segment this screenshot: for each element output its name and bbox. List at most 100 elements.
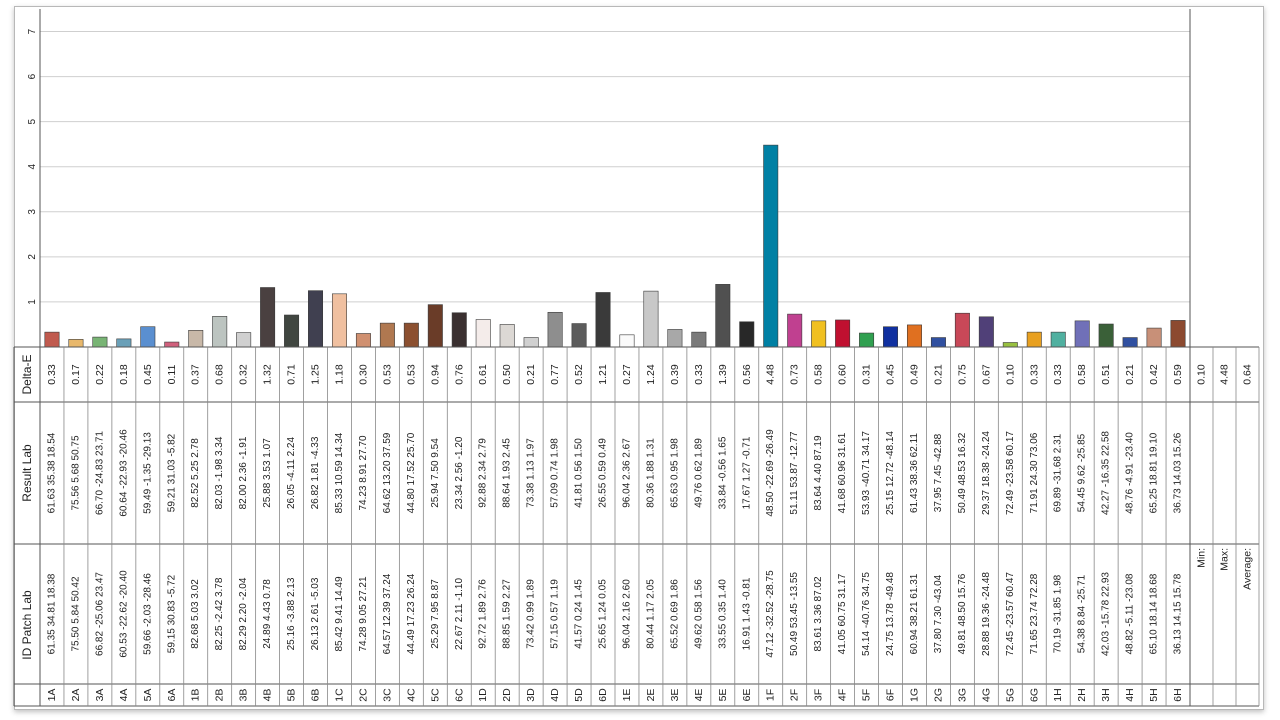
patch-lab-cell: 25.29 7.95 8.87 xyxy=(430,579,441,649)
patch-id-cell: 3C xyxy=(381,688,393,702)
bar xyxy=(954,312,970,348)
bar xyxy=(68,339,84,348)
result-lab-cell: 41.81 0.56 1.50 xyxy=(574,438,585,508)
bar xyxy=(1026,331,1042,348)
patch-lab-cell: 24.89 4.43 0.78 xyxy=(262,579,273,649)
result-lab-cell: 61.43 38.36 62.11 xyxy=(909,433,920,513)
delta-e-cell: 0.58 xyxy=(1076,364,1088,385)
patch-lab-cell: 48.82 -5.11 -23.08 xyxy=(1125,573,1136,654)
result-lab-cell: 61.63 35.38 18.54 xyxy=(46,432,57,513)
patch-id-cell: 1C xyxy=(333,688,345,702)
result-lab-cell: 42.27 -16.35 22.58 xyxy=(1101,431,1112,515)
result-lab-cell: 54.45 9.62 -25.85 xyxy=(1077,433,1088,512)
patch-id-cell: 3A xyxy=(94,689,106,702)
result-lab-cell: 59.49 -1.35 -29.13 xyxy=(142,432,153,514)
patch-id-cell: 2A xyxy=(70,689,82,702)
y-tick-label: 6 xyxy=(27,73,38,79)
y-tick-label: 7 xyxy=(27,28,38,34)
summary-label: Min: xyxy=(1196,548,1208,568)
patch-lab-cell: 25.16 -3.88 2.13 xyxy=(286,577,297,650)
result-lab-cell: 49.76 0.62 1.89 xyxy=(693,438,704,508)
patch-lab-cell: 44.49 17.23 26.24 xyxy=(406,573,417,654)
bar xyxy=(308,290,324,348)
result-lab-cell: 25.15 12.72 -48.14 xyxy=(885,431,896,515)
result-lab-cell: 82.00 2.36 -1.91 xyxy=(238,436,249,509)
patch-id-cell: 2G xyxy=(932,688,944,702)
delta-e-cell: 0.76 xyxy=(453,364,465,385)
result-lab-cell: 59.21 31.03 -5.82 xyxy=(166,433,177,512)
bar xyxy=(715,284,731,348)
patch-lab-cell: 54.38 8.84 -25.71 xyxy=(1077,574,1088,653)
delta-e-cell: 1.18 xyxy=(333,364,345,385)
bar xyxy=(571,323,587,348)
result-lab-cell: 83.64 4.40 87.19 xyxy=(813,435,824,511)
patch-lab-cell: 70.19 -31.85 1.98 xyxy=(1053,574,1064,653)
delta-e-cell: 1.39 xyxy=(717,364,729,385)
result-lab-cell: 17.67 1.27 -0.71 xyxy=(741,436,752,509)
bar xyxy=(475,319,491,348)
patch-lab-cell: 57.15 0.57 1.19 xyxy=(550,579,561,649)
delta-e-cell: 0.75 xyxy=(956,364,968,385)
bar xyxy=(427,304,443,348)
result-lab-cell: 26.82 1.81 -4.33 xyxy=(310,436,321,509)
bar xyxy=(236,332,252,348)
result-lab-cell: 60.64 -22.93 -20.46 xyxy=(118,429,129,517)
patch-id-cell: 3H xyxy=(1100,688,1112,701)
patch-id-cell: 1E xyxy=(621,689,633,702)
patch-lab-cell: 28.88 19.36 -24.48 xyxy=(981,572,992,656)
delta-e-cell: 0.73 xyxy=(789,364,801,385)
patch-id-cell: 4F xyxy=(837,689,849,701)
patch-id-cell: 4A xyxy=(118,689,130,702)
bar xyxy=(403,322,419,348)
result-lab-cell: 57.09 0.74 1.98 xyxy=(550,438,561,508)
bar xyxy=(763,144,779,348)
delta-e-cell: 0.56 xyxy=(741,364,753,385)
bar xyxy=(787,313,803,348)
bar xyxy=(547,311,563,348)
delta-e-cell: 0.45 xyxy=(885,364,897,385)
patch-id-cell: 5G xyxy=(1004,688,1016,702)
patch-id-cell: 5D xyxy=(573,688,585,702)
bar xyxy=(1122,337,1138,348)
bar xyxy=(978,316,994,348)
delta-e-cell: 0.49 xyxy=(908,364,920,385)
delta-e-cell: 0.60 xyxy=(837,364,849,385)
result-lab-cell: 66.70 -24.83 23.71 xyxy=(94,431,105,515)
patch-lab-cell: 60.94 38.21 61.31 xyxy=(909,573,920,654)
delta-e-cell: 0.33 xyxy=(1028,364,1040,385)
patch-id-cell: 3D xyxy=(525,688,537,702)
patch-id-cell: 2B xyxy=(214,689,226,702)
result-lab-cell: 37.95 7.45 -42.88 xyxy=(933,433,944,512)
patch-id-cell: 6G xyxy=(1028,688,1040,702)
result-lab-cell: 23.34 2.56 -1.20 xyxy=(454,436,465,509)
summary-value: 4.48 xyxy=(1219,364,1231,385)
patch-lab-cell: 66.82 -25.06 23.47 xyxy=(94,572,105,656)
delta-e-cell: 0.39 xyxy=(669,364,681,385)
bar xyxy=(44,331,60,348)
result-lab-cell: 71.91 24.30 73.06 xyxy=(1029,432,1040,513)
result-lab-cell: 29.37 18.38 -24.24 xyxy=(981,431,992,515)
result-lab-cell: 82.52 5.25 2.78 xyxy=(190,438,201,508)
patch-lab-cell: 61.35 34.81 18.38 xyxy=(46,573,57,654)
delta-e-cell: 0.33 xyxy=(46,364,58,385)
result-lab-cell: 73.38 1.13 1.97 xyxy=(526,438,537,508)
result-lab-cell: 25.94 7.50 9.54 xyxy=(430,438,441,508)
delta-e-cell: 0.51 xyxy=(1100,364,1112,385)
patch-id-cell: 2D xyxy=(501,688,513,702)
patch-lab-cell: 83.61 3.36 87.02 xyxy=(813,576,824,652)
bar xyxy=(523,337,539,348)
patch-lab-cell: 88.85 1.59 2.27 xyxy=(502,579,513,649)
bar xyxy=(811,320,827,348)
bar xyxy=(1050,331,1066,348)
patch-lab-cell: 80.44 1.17 2.05 xyxy=(645,579,656,649)
delta-e-cell: 0.31 xyxy=(861,364,873,385)
patch-id-cell: 3F xyxy=(813,689,825,701)
delta-e-cell: 0.77 xyxy=(549,364,561,385)
result-lab-cell: 44.80 17.52 25.70 xyxy=(406,432,417,513)
result-lab-cell: 25.88 3.53 1.07 xyxy=(262,438,273,508)
patch-lab-cell: 41.57 0.24 1.45 xyxy=(574,579,585,649)
delta-e-cell: 0.45 xyxy=(142,364,154,385)
summary-label: Max: xyxy=(1219,548,1231,571)
patch-lab-cell: 37.80 7.30 -43.04 xyxy=(933,574,944,653)
summary-value: 0.10 xyxy=(1196,364,1208,385)
